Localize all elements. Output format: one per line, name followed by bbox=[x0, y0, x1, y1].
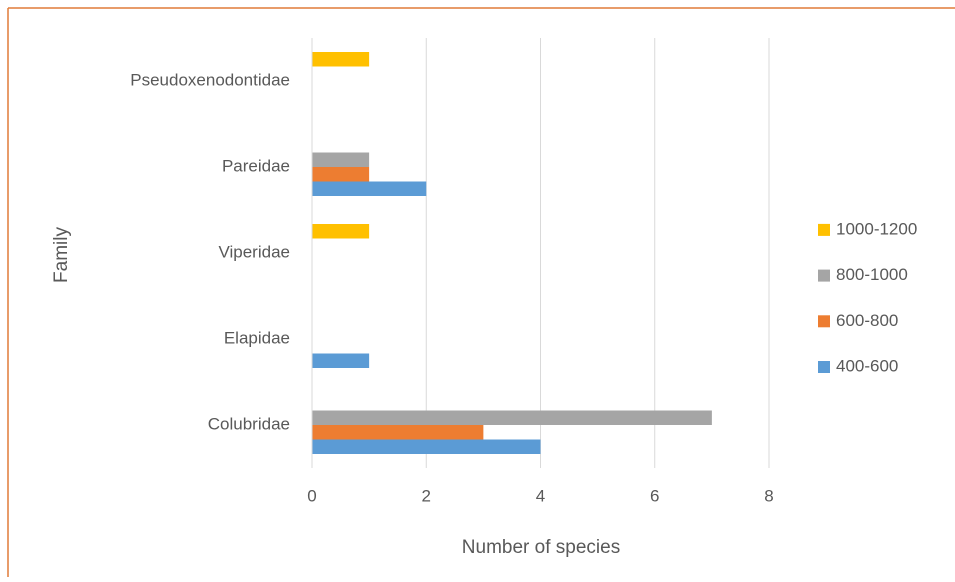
y-tick-label: Pseudoxenodontidae bbox=[130, 70, 290, 89]
legend-label: 800-1000 bbox=[836, 265, 908, 284]
bar bbox=[312, 353, 370, 368]
legend-swatch bbox=[818, 361, 830, 373]
x-tick-label: 2 bbox=[422, 486, 431, 505]
legend-swatch bbox=[818, 223, 830, 236]
x-tick-label: 4 bbox=[536, 486, 545, 505]
y-tick-label: Viperidae bbox=[218, 242, 290, 261]
bar bbox=[312, 439, 541, 454]
bar bbox=[312, 410, 712, 425]
legend-label: 600-800 bbox=[836, 311, 898, 330]
y-tick-label: Elapidae bbox=[224, 328, 290, 347]
legend-label: 1000-1200 bbox=[836, 219, 917, 238]
x-tick-label: 0 bbox=[307, 486, 316, 505]
bar bbox=[312, 181, 427, 196]
legend-label: 400-600 bbox=[836, 356, 898, 375]
bar bbox=[312, 224, 370, 239]
y-tick-label: Colubridae bbox=[208, 414, 290, 433]
legend-swatch bbox=[818, 315, 830, 328]
y-tick-label: Pareidae bbox=[222, 156, 290, 175]
bar bbox=[312, 52, 370, 67]
bar bbox=[312, 425, 484, 440]
x-tick-label: 8 bbox=[764, 486, 773, 505]
x-tick-label: 6 bbox=[650, 486, 659, 505]
y-axis-title: Family bbox=[51, 227, 72, 283]
bar bbox=[312, 152, 370, 167]
x-axis-title: Number of species bbox=[462, 537, 620, 558]
bar bbox=[312, 167, 370, 182]
legend-swatch bbox=[818, 269, 830, 282]
